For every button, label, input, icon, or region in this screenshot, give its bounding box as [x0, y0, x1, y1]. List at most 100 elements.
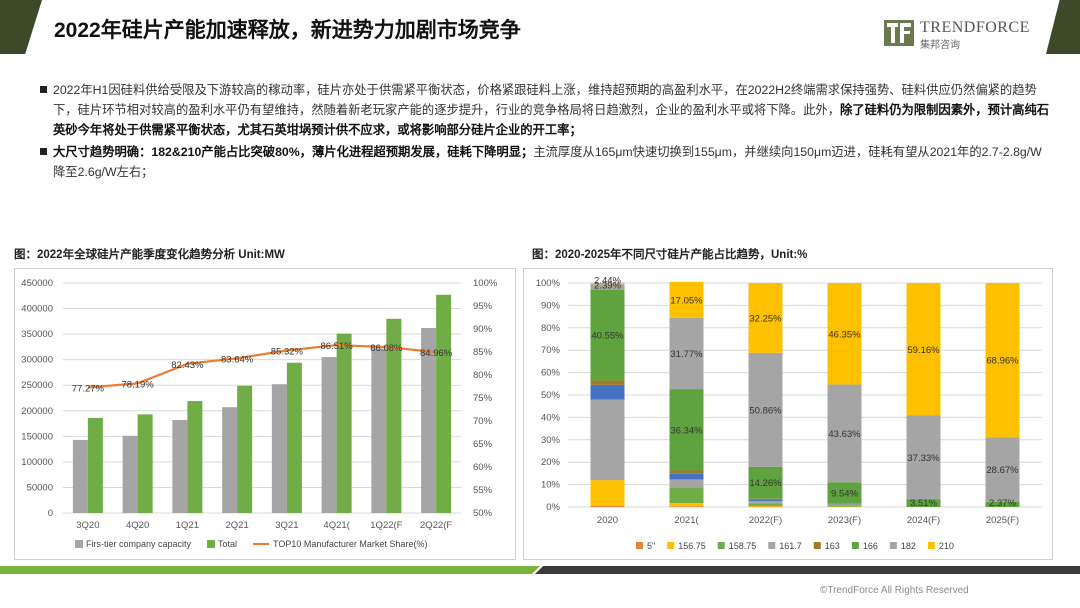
header-corner-right	[1046, 0, 1080, 54]
stack-segment	[906, 415, 941, 500]
y-tick-label: 40%	[541, 412, 561, 423]
stack-segment	[669, 389, 704, 471]
y2-tick-label: 90%	[473, 324, 493, 335]
y2-tick-label: 60%	[473, 462, 493, 473]
stack-segment	[985, 283, 1020, 438]
total-bar	[137, 414, 153, 513]
legend-swatch	[889, 542, 897, 549]
segment-value-label: 17.05%	[670, 295, 703, 306]
market-share-line	[87, 343, 437, 389]
y-tick-label: 50000	[27, 482, 53, 493]
bullet-bold-text: 大尺寸趋势明确：182&210产能占比突破80%，薄片化进程超预期发展，硅耗下降…	[53, 145, 534, 159]
capacity-bar	[222, 407, 238, 513]
legend-label: 5"	[647, 541, 655, 551]
legend-label: TOP10 Manufacturer Market Share(%)	[273, 539, 427, 549]
market-share-label: 85.32%	[271, 347, 304, 358]
segment-value-label: 40.55%	[591, 331, 624, 342]
stack-segment	[590, 289, 625, 381]
x-tick-label: 2021(	[674, 515, 699, 526]
bullet-square-icon	[40, 86, 47, 93]
segment-value-label: 37.33%	[907, 453, 940, 464]
segment-value-label: 50.86%	[749, 405, 782, 416]
bullet-text: 主流厚度从165μm快速切换到155μm，并继续向150μm迈进，硅耗有望从20…	[53, 145, 1042, 179]
capacity-bar	[122, 435, 138, 513]
stack-segment	[590, 399, 625, 481]
y-tick-label: 100%	[536, 278, 561, 289]
logo-name: TRENDFORCE	[920, 19, 1030, 36]
stack-segment	[827, 505, 862, 507]
legend-swatch	[717, 542, 725, 549]
stack-segment	[669, 281, 704, 318]
page-title: 2022年硅片产能加速释放，新进势力加剧市场竞争	[54, 19, 521, 42]
x-tick-label: 2025(F)	[986, 515, 1019, 526]
bullet-text: 2022年H1因硅料供给受限及下游较高的稼动率，硅片亦处于供需紧平衡状态，价格紧…	[53, 83, 1037, 117]
summary-bullets: 2022年H1因硅料供给受限及下游较高的稼动率，硅片亦处于供需紧平衡状态，价格紧…	[40, 80, 1050, 184]
stack-segment	[748, 498, 783, 500]
footer-green-stripe	[0, 566, 540, 574]
x-tick-label: 2024(F)	[907, 515, 940, 526]
segment-value-label: 3.51%	[910, 498, 937, 509]
chart1-frame: 0 50000 100000 150000 200000 250000 300000 3500…	[14, 268, 516, 560]
x-tick-label: 3Q21	[275, 520, 298, 531]
segment-value-label: 36.34%	[670, 425, 703, 436]
stack-segment	[748, 499, 783, 501]
segment-value-label: 28.67%	[986, 465, 1019, 476]
market-share-label: 86.51%	[321, 341, 354, 352]
y-tick-label: 90%	[541, 300, 561, 311]
total-bar	[187, 401, 203, 513]
y2-tick-label: 75%	[473, 393, 493, 404]
y2-tick-label: 70%	[473, 416, 493, 427]
y-tick-label: 30%	[541, 435, 561, 446]
segment-value-label: 2.44%	[594, 275, 621, 286]
market-share-label: 82.43%	[171, 360, 204, 371]
y-tick-label: 0%	[546, 502, 560, 513]
stack-segment	[985, 501, 1020, 507]
x-tick-label: 4Q21(	[323, 520, 350, 531]
y2-tick-label: 85%	[473, 347, 493, 358]
segment-value-label: 2.39%	[594, 281, 621, 292]
legend-swatch	[667, 542, 675, 549]
legend-swatch	[207, 540, 216, 548]
stack-segment	[906, 499, 941, 507]
capacity-bar	[371, 348, 387, 513]
stack-segment	[827, 482, 862, 504]
total-bar	[336, 333, 352, 513]
stack-segment	[590, 380, 625, 385]
segment-value-label: 32.25%	[749, 313, 782, 324]
capacity-bar	[271, 384, 287, 513]
stack-segment	[590, 480, 625, 506]
bullet-item: 2022年H1因硅料供给受限及下游较高的稼动率，硅片亦处于供需紧平衡状态，价格紧…	[40, 80, 1050, 140]
stack-segment	[669, 506, 704, 507]
stack-segment	[590, 505, 625, 507]
legend-label: Total	[218, 539, 237, 549]
logo-subtitle: 集邦咨询	[920, 40, 960, 51]
segment-value-label: 46.35%	[828, 329, 861, 340]
y2-tick-label: 50%	[473, 508, 493, 519]
copyright-text: ©TrendForce All Rights Reserved	[820, 585, 969, 596]
wafer-size-chart: 0% 10% 20% 30% 40% 50% 60% 70% 80% 90% 100% 2020 202…	[536, 275, 1042, 551]
capacity-chart: 0 50000 100000 150000 200000 250000 300000 3500…	[21, 278, 498, 549]
stack-segment	[748, 505, 783, 507]
segment-value-label: 31.77%	[670, 349, 703, 360]
legend-swatch	[636, 542, 643, 549]
y-tick-label: 0	[48, 508, 53, 519]
total-bar	[286, 362, 302, 513]
x-tick-label: 1Q21	[176, 520, 199, 531]
stack-segment	[985, 437, 1020, 502]
capacity-bar	[321, 357, 337, 513]
trendforce-logo-icon	[884, 20, 914, 46]
legend-swatch	[75, 540, 83, 548]
y-tick-label: 400000	[21, 304, 53, 315]
stack-segment	[590, 384, 625, 400]
legend-label: Firs-tier company capacity	[86, 539, 192, 549]
legend-label: 166	[863, 541, 878, 551]
y-tick-label: 60%	[541, 368, 561, 379]
stack-segment	[669, 473, 704, 480]
legend-label: 163	[825, 541, 840, 551]
legend-label: 161.7	[779, 541, 802, 551]
legend-swatch	[768, 542, 776, 549]
legend-swatch	[851, 542, 859, 549]
legend-label: 182	[901, 541, 916, 551]
x-tick-label: 2Q21	[226, 520, 249, 531]
segment-value-label: 9.54%	[831, 488, 858, 499]
